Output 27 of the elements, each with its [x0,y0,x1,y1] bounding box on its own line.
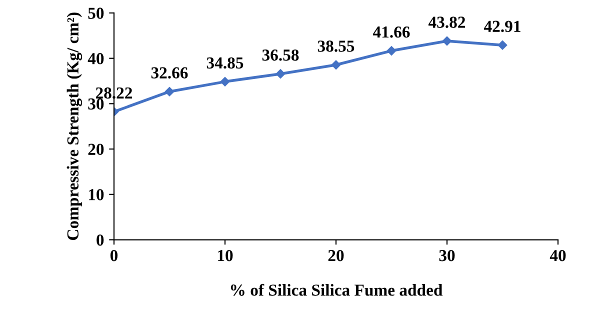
y-tick-label: 0 [96,234,104,246]
x-tick-label: 40 [550,250,566,262]
data-label: 36.58 [262,49,299,61]
data-label: 41.66 [372,26,410,38]
point [331,60,341,70]
point [276,69,286,78]
y-tick-label: 20 [88,144,104,155]
data-label: 42.91 [484,20,520,32]
data-label: 38.55 [318,40,354,52]
point [220,77,230,86]
point [442,36,452,46]
x-axis-title: % of Silica Silica Fume added [230,284,443,296]
data-label: 32.66 [151,67,188,79]
y-tick-label: 30 [88,98,104,110]
point [164,86,174,96]
data-label: 43.82 [428,16,466,28]
y-tick-label: 50 [88,8,104,19]
x-tick-label: 30 [439,250,455,262]
x-tick-label: 0 [110,250,118,262]
x-tick-label: 10 [218,250,233,262]
point [498,40,508,50]
y-tick-label: 40 [88,53,104,64]
x-tick-label: 20 [328,250,344,262]
y-tick-label: 10 [88,189,104,200]
data-label: 34.85 [206,57,244,69]
y-axis-title: Compressive Strength (Kg/ cm²) [66,12,82,240]
point [386,46,396,56]
